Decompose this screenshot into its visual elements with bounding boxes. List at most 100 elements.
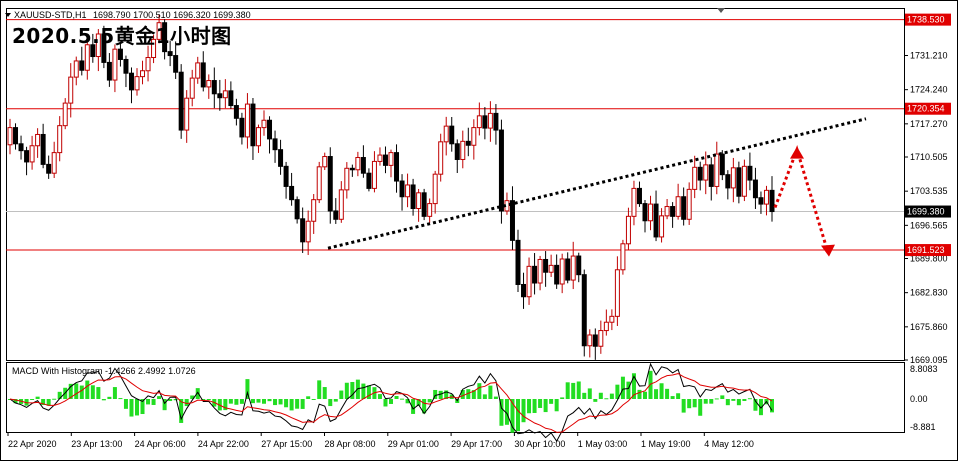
candle-body (106, 61, 112, 81)
candle-body (366, 172, 372, 189)
candle-body (449, 125, 455, 145)
macd-bar (521, 399, 526, 423)
macd-bar (659, 383, 664, 399)
candle-body (68, 76, 74, 104)
candle-body (460, 140, 466, 160)
candle-body (73, 60, 79, 78)
candle-body (338, 189, 344, 220)
macd-bar (593, 399, 598, 402)
candle-body (416, 192, 422, 209)
candle-body (178, 71, 184, 131)
macd-bar (90, 385, 95, 399)
candle-body (642, 203, 648, 222)
candle-body (123, 58, 129, 74)
candle-body (377, 154, 383, 162)
candle-body (333, 210, 339, 220)
main-pane-border (6, 8, 905, 361)
collapse-triangle-icon[interactable] (5, 13, 11, 17)
candle-body (465, 140, 471, 146)
header-info: XAUUSD-STD,H1 1698.790 1700.510 1696.320… (14, 10, 251, 20)
candle-body (283, 165, 289, 187)
macd-bar (466, 389, 471, 399)
macd-bar (681, 399, 686, 413)
macd-bar (377, 394, 382, 399)
candle-body (294, 199, 300, 220)
candle-body (675, 196, 681, 217)
macd-bar (239, 399, 244, 404)
candle-body (327, 156, 333, 212)
candle-body (548, 264, 554, 273)
candle-body (432, 173, 438, 205)
candle-body (222, 90, 228, 99)
macd-bar (422, 399, 427, 414)
macd-bar (665, 388, 670, 399)
one-click-trading-triangle-icon[interactable] (717, 8, 725, 13)
macd-bar (57, 391, 62, 399)
candle-body (664, 206, 670, 217)
candle-body (476, 115, 482, 129)
macd-bar (753, 399, 758, 411)
candle-body (438, 141, 444, 175)
macd-bar (444, 390, 449, 399)
candle-body (482, 115, 488, 129)
candle-body (631, 187, 637, 217)
candle-body (18, 143, 24, 152)
macd-bar (79, 385, 84, 399)
candle-body (730, 167, 736, 189)
price-tick-label: 1703.535 (910, 186, 948, 196)
candle-body (587, 334, 593, 347)
macd-bar (538, 399, 543, 408)
time-axis: 22 Apr 2020 23 Apr 13:00 24 Apr 06:00 24 Ap… (7, 432, 754, 449)
candle-body (758, 197, 764, 205)
macd-bar (676, 393, 681, 399)
macd-bar (190, 395, 195, 399)
projection-down-arrowhead (821, 244, 835, 257)
candle-body (686, 188, 692, 220)
candle-body (736, 167, 742, 197)
macd-bar (223, 399, 228, 411)
time-tick-label: 4 May 12:00 (704, 439, 754, 449)
macd-bar (736, 399, 741, 406)
candle-body (620, 243, 626, 271)
macd-bar (582, 392, 587, 399)
macd-bar (631, 373, 636, 399)
macd-bar (140, 399, 145, 415)
macd-bar (173, 399, 178, 401)
candle-body (145, 57, 151, 72)
macd-bar (311, 399, 316, 400)
macd-bar (554, 399, 559, 412)
candle-body (670, 206, 676, 217)
macd-bar (306, 396, 311, 399)
macd-bar (543, 399, 548, 413)
macd-bar (427, 399, 432, 403)
trendline (327, 117, 867, 250)
macd-bar (516, 399, 520, 432)
candle-body (421, 192, 427, 217)
macd-bar (571, 382, 576, 399)
macd-bar (168, 399, 173, 402)
candle-body (112, 48, 118, 81)
candle-body (305, 220, 311, 243)
current-price-badge (905, 205, 951, 218)
candle-body (570, 255, 576, 281)
level-price-badge (905, 13, 951, 26)
macd-bar (604, 398, 609, 400)
time-tick-label: 24 Apr 06:00 (135, 439, 186, 449)
macd-bar (493, 396, 498, 399)
macd-bar (250, 399, 255, 404)
price-tick-label: 1696.565 (910, 220, 948, 230)
macd-bar (129, 399, 134, 417)
macd-bar (328, 399, 333, 407)
symbol-label: XAUUSD-STD,H1 (14, 10, 87, 20)
macd-bar (289, 399, 294, 411)
macd-bar (527, 399, 532, 414)
macd-bar (626, 381, 631, 399)
macd-bar (609, 393, 614, 399)
macd-bar (560, 397, 565, 399)
candle-body (443, 125, 449, 143)
macd-bar (206, 399, 211, 400)
macd-bar (361, 383, 366, 399)
time-tick-label: 23 Apr 13:00 (71, 439, 122, 449)
macd-bar (549, 399, 554, 404)
candle-body (261, 119, 267, 129)
